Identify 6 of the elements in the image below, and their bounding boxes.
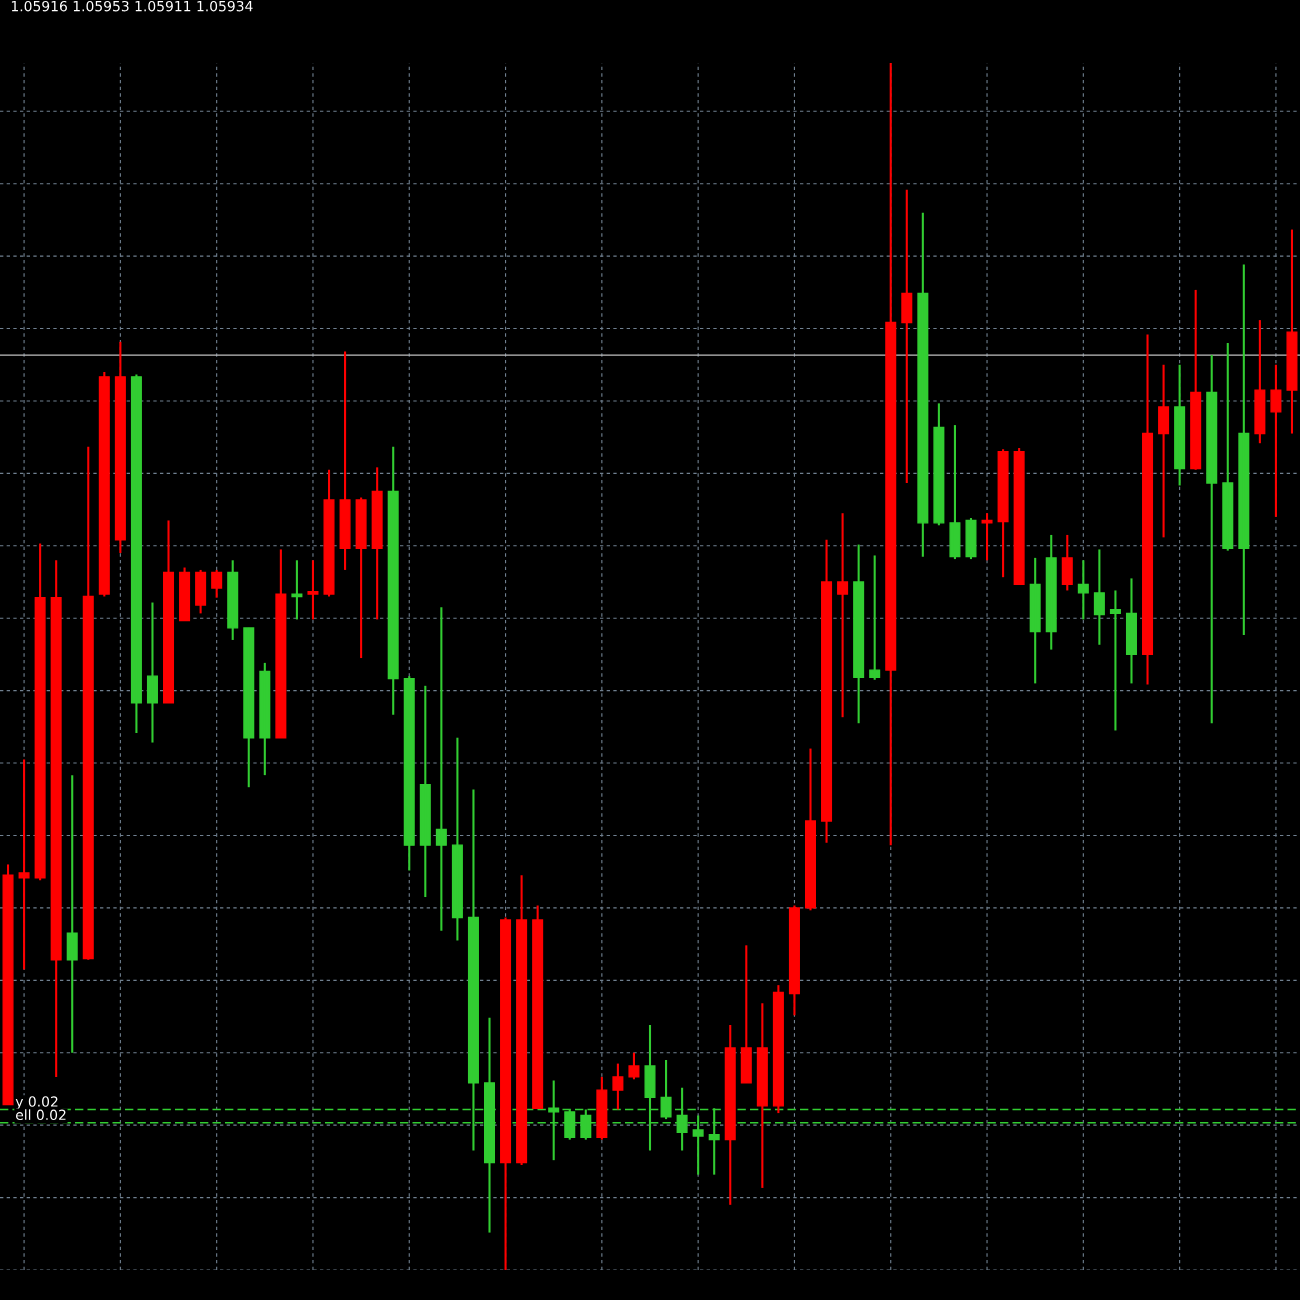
candlestick: [307, 559, 319, 621]
ref-line-label: ell 0.02: [16, 1109, 66, 1121]
candlestick: [291, 559, 303, 621]
ref-line-label: y 0.02: [15, 1096, 58, 1110]
candlestick: [981, 512, 993, 562]
text: 1.05916 1.05953 1.05911 1.05934: [11, 0, 253, 12]
